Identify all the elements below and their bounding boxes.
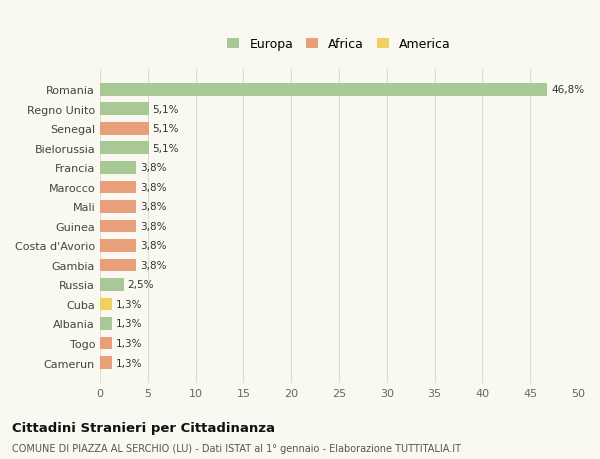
Bar: [100, 123, 149, 135]
Bar: [100, 162, 136, 174]
Bar: [100, 240, 136, 252]
Text: 1,3%: 1,3%: [116, 319, 143, 329]
Bar: [100, 142, 149, 155]
Bar: [100, 103, 149, 116]
Text: 3,8%: 3,8%: [140, 260, 167, 270]
Text: 1,3%: 1,3%: [116, 338, 143, 348]
Bar: [100, 84, 547, 96]
Text: 3,8%: 3,8%: [140, 163, 167, 173]
Bar: [100, 337, 112, 350]
Text: Cittadini Stranieri per Cittadinanza: Cittadini Stranieri per Cittadinanza: [12, 421, 275, 434]
Text: COMUNE DI PIAZZA AL SERCHIO (LU) - Dati ISTAT al 1° gennaio - Elaborazione TUTTI: COMUNE DI PIAZZA AL SERCHIO (LU) - Dati …: [12, 443, 461, 453]
Bar: [100, 318, 112, 330]
Text: 5,1%: 5,1%: [152, 105, 179, 115]
Text: 2,5%: 2,5%: [128, 280, 154, 290]
Text: 3,8%: 3,8%: [140, 221, 167, 231]
Text: 1,3%: 1,3%: [116, 358, 143, 368]
Legend: Europa, Africa, America: Europa, Africa, America: [227, 38, 451, 51]
Bar: [100, 356, 112, 369]
Bar: [100, 259, 136, 272]
Bar: [100, 181, 136, 194]
Bar: [100, 201, 136, 213]
Bar: [100, 220, 136, 233]
Text: 3,8%: 3,8%: [140, 202, 167, 212]
Text: 5,1%: 5,1%: [152, 124, 179, 134]
Text: 1,3%: 1,3%: [116, 299, 143, 309]
Text: 5,1%: 5,1%: [152, 144, 179, 153]
Bar: [100, 298, 112, 311]
Bar: [100, 279, 124, 291]
Text: 3,8%: 3,8%: [140, 241, 167, 251]
Text: 46,8%: 46,8%: [551, 85, 584, 95]
Text: 3,8%: 3,8%: [140, 183, 167, 192]
